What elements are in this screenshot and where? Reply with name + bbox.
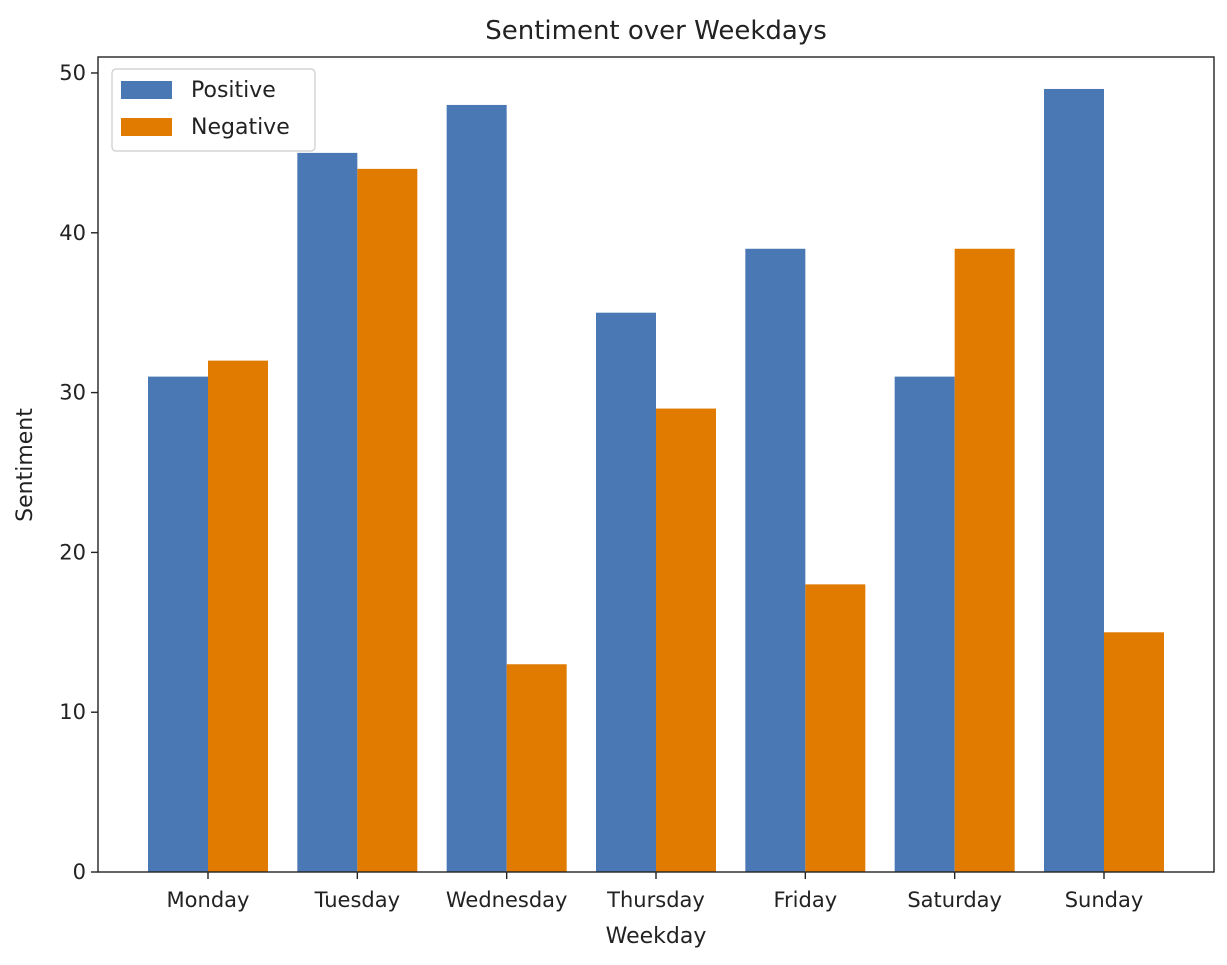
x-tick-label-wednesday: Wednesday bbox=[446, 888, 568, 912]
y-tick-label: 0 bbox=[73, 860, 86, 884]
x-tick-label-friday: Friday bbox=[774, 888, 838, 912]
bar-positive-friday bbox=[745, 248, 806, 872]
y-tick-label: 40 bbox=[59, 221, 86, 245]
bar-negative-monday bbox=[208, 360, 268, 872]
bar-negative-tuesday bbox=[357, 168, 418, 873]
y-tick-label: 30 bbox=[59, 381, 86, 405]
bar-positive-sunday bbox=[1044, 88, 1104, 872]
legend-label-negative: Negative bbox=[191, 115, 290, 140]
bar-positive-saturday bbox=[894, 376, 955, 872]
y-tick-label: 20 bbox=[59, 540, 86, 564]
legend-label-positive: Positive bbox=[191, 78, 276, 103]
legend-swatch-negative bbox=[121, 118, 172, 136]
bar-negative-wednesday bbox=[506, 664, 567, 872]
x-tick-label-saturday: Saturday bbox=[907, 888, 1002, 912]
x-tick-label-sunday: Sunday bbox=[1065, 888, 1144, 912]
bar-positive-tuesday bbox=[297, 152, 358, 873]
y-tick-label: 50 bbox=[59, 61, 86, 85]
bar-negative-saturday bbox=[954, 248, 1015, 872]
bar-positive-wednesday bbox=[446, 104, 507, 873]
legend: Positive Negative bbox=[111, 68, 316, 152]
y-axis-label: Sentiment bbox=[13, 408, 38, 522]
x-axis-ticks: Monday Tuesday Wednesday Thursday Friday Satu… bbox=[167, 872, 1144, 912]
bar-positive-thursday bbox=[596, 312, 656, 872]
plot-frame bbox=[97, 56, 1215, 873]
x-tick-label-thursday: Thursday bbox=[606, 888, 705, 912]
legend-swatch-positive bbox=[121, 81, 172, 99]
bar-positive-monday bbox=[148, 376, 208, 872]
bars-group bbox=[148, 88, 1164, 873]
y-tick-label: 10 bbox=[59, 700, 86, 724]
chart-title: Sentiment over Weekdays bbox=[485, 16, 827, 46]
bar-negative-thursday bbox=[656, 408, 716, 872]
x-tick-label-tuesday: Tuesday bbox=[314, 888, 400, 912]
y-axis-ticks: 0 10 20 30 40 50 bbox=[59, 61, 98, 884]
x-axis-label: Weekday bbox=[606, 924, 707, 949]
bar-negative-sunday bbox=[1104, 632, 1164, 872]
x-tick-label-monday: Monday bbox=[167, 888, 250, 912]
bar-negative-friday bbox=[805, 584, 866, 872]
